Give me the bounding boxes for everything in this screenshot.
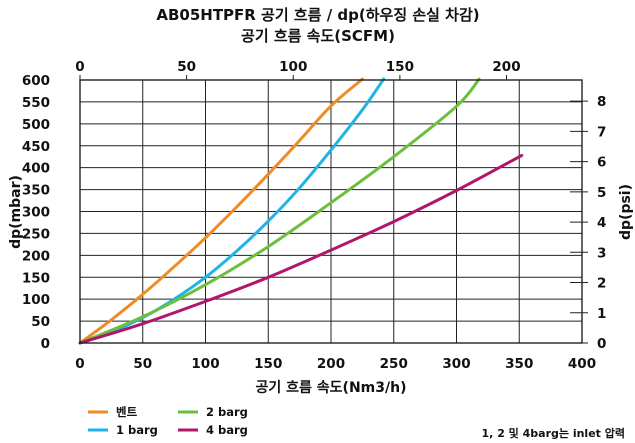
y-axis-label: dp(mbar) [8,175,24,249]
y-tick-label: 500 [22,117,50,133]
y2-tick-label: 8 [597,94,606,110]
series-lines [78,77,524,345]
series-line-2 [78,77,481,345]
chart-title: AB05HTPFR 공기 흐름 / dp(하우징 손실 차감) [156,6,479,24]
y-tick-label: 450 [22,139,50,155]
x-tick-label: 350 [505,356,533,372]
legend: 벤트 1 barg 2 barg 4 barg [88,405,248,437]
y-tick-label: 0 [41,336,50,352]
y2-tick-label: 5 [597,185,606,201]
y-tick-label: 600 [22,73,50,89]
series-line-0 [78,77,364,345]
y2-tick-label: 3 [597,245,606,261]
series-line-3 [78,153,524,345]
legend-label: 4 barg [206,423,248,437]
y2-tick-label: 4 [597,215,606,231]
y-tick-label: 50 [31,314,50,330]
x2-tick-label: 150 [386,59,414,75]
y-tick-label: 550 [22,95,50,111]
y2-tick-label: 2 [597,276,606,292]
x-tick-label: 0 [75,356,84,372]
y2-axis-label: dp(psi) [618,184,634,240]
y2-tick-label: 7 [597,124,606,140]
y-tick-label: 250 [22,226,50,242]
y-tick-label: 400 [22,161,50,177]
y2-tick-label: 6 [597,155,606,171]
plot-border [79,79,583,344]
y-tick-label: 100 [22,292,50,308]
y-tick-label: 150 [22,270,50,286]
x-axis-label: 공기 흐름 속도(Nm3/h) [256,380,407,396]
x2-tick-label: 50 [177,59,196,75]
x2-tick-label: 200 [492,59,520,75]
y-tick-label: 350 [22,183,50,199]
x-tick-label: 50 [133,356,152,372]
legend-label: 벤트 [116,405,138,419]
tick-labels: 0 50 100 150 200 250 300 350 4000501001502002503… [22,59,607,372]
x-tick-label: 200 [317,356,345,372]
x-tick-label: 400 [568,356,596,372]
x2-tick-label: 0 [75,59,84,75]
x-tick-label: 250 [380,356,408,372]
legend-label: 2 barg [206,405,248,419]
top-axis-title: 공기 흐름 속도(SCFM) [241,27,395,45]
x2-tick-label: 100 [279,59,307,75]
y2-tick-label: 1 [597,306,606,322]
legend-label: 1 barg [116,423,158,437]
grid [79,79,583,344]
y-tick-label: 300 [22,205,50,221]
y-tick-label: 200 [22,248,50,264]
x-tick-label: 150 [254,356,282,372]
inlet-pressure-note: 1, 2 및 4barg는 inlet 압력 [482,426,625,440]
x-tick-label: 100 [191,356,219,372]
plot-frame [79,75,588,344]
x-tick-label: 300 [442,356,470,372]
y2-tick-label: 0 [597,336,606,352]
